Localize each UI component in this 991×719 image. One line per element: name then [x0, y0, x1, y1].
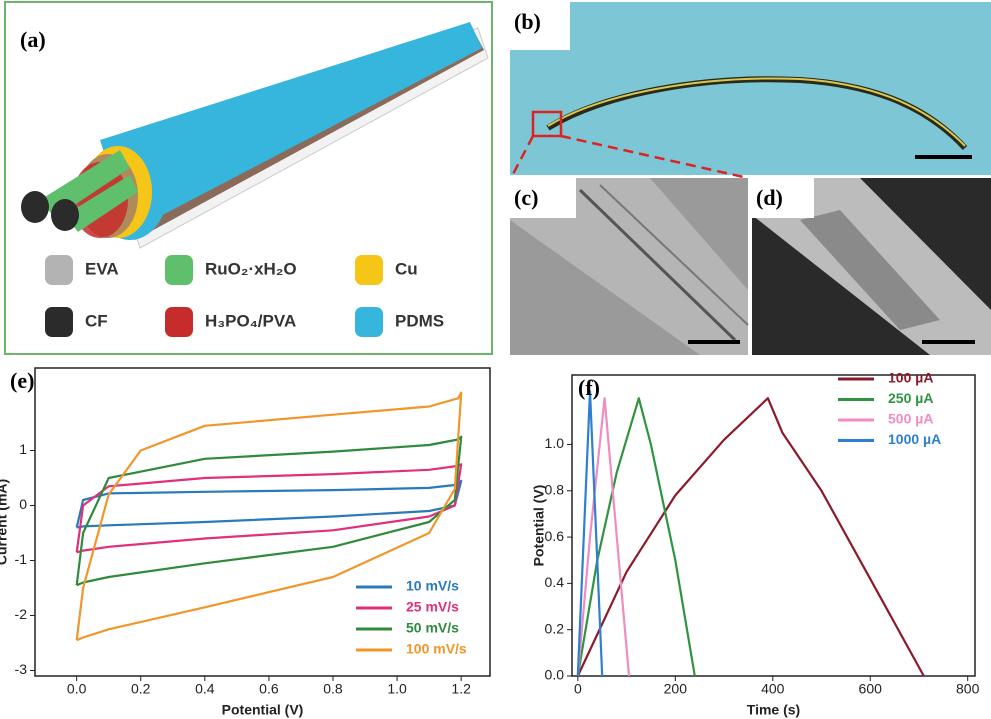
legend-label: 250 µA [888, 390, 933, 406]
y-tick-label: 0.6 [545, 528, 565, 544]
x-tick-label: 1.2 [451, 681, 471, 697]
y-tick-label: 0.2 [545, 620, 565, 636]
panel-label: (f) [578, 375, 600, 400]
legend-label: 25 mV/s [406, 599, 459, 615]
y-tick-label: -2 [15, 606, 28, 622]
material-swatch [355, 255, 383, 285]
x-tick-label: 800 [956, 681, 980, 697]
series-line [77, 393, 462, 641]
panel-label: (b) [514, 9, 541, 34]
material-swatch [165, 255, 193, 285]
x-axis-label: Potential (V) [222, 702, 304, 718]
x-tick-label: 0.8 [323, 681, 343, 697]
x-tick-label: 400 [761, 681, 785, 697]
material-label: Cu [395, 259, 418, 278]
x-tick-label: 1.0 [387, 681, 407, 697]
x-tick-label: 0.2 [131, 681, 151, 697]
legend-label: 50 mV/s [406, 620, 459, 636]
x-tick-label: 0.4 [195, 681, 215, 697]
material-swatch [45, 307, 73, 337]
material-label: PDMS [395, 311, 444, 330]
y-axis-label: Potential (V) [531, 485, 547, 567]
legend-label: 100 mV/s [406, 641, 467, 657]
y-tick-label: 0 [19, 496, 27, 512]
material-label: H₃PO₄/PVA [205, 311, 296, 330]
x-tick-label: 0 [574, 681, 582, 697]
x-axis-label: Time (s) [747, 702, 800, 718]
material-label: RuO₂·xH₂O [205, 259, 297, 278]
material-swatch [355, 307, 383, 337]
panel-label: (e) [10, 368, 34, 393]
material-swatch [165, 307, 193, 337]
legend-label: 10 mV/s [406, 578, 459, 594]
y-tick-label: -1 [15, 551, 28, 567]
panel-label: (a) [20, 27, 46, 52]
material-label: EVA [85, 259, 119, 278]
x-tick-label: 0.0 [67, 681, 87, 697]
y-tick-label: 0.4 [545, 574, 565, 590]
series-line [77, 464, 462, 552]
x-tick-label: 200 [664, 681, 688, 697]
legend-label: 100 µA [888, 370, 933, 386]
legend-label: 1000 µA [888, 431, 941, 447]
material-swatch [45, 255, 73, 285]
y-tick-label: 1 [19, 441, 27, 457]
y-tick-label: 0.8 [545, 481, 565, 497]
panel-label: (c) [514, 185, 538, 210]
legend-label: 500 µA [888, 411, 933, 427]
y-tick-label: 1.0 [545, 435, 565, 451]
y-tick-label: 0.0 [545, 667, 565, 683]
y-tick-label: -3 [15, 661, 28, 677]
panel-label: (d) [756, 185, 783, 210]
figure: (a) (b) (c) (d) EVA RuO₂·xH₂O Cu CF H₃PO₄/PV… [0, 0, 991, 719]
photo [510, 2, 991, 175]
y-axis-label: Current (mA) [0, 479, 10, 565]
x-tick-label: 0.6 [259, 681, 279, 697]
material-label: CF [85, 311, 108, 330]
x-tick-label: 600 [859, 681, 883, 697]
